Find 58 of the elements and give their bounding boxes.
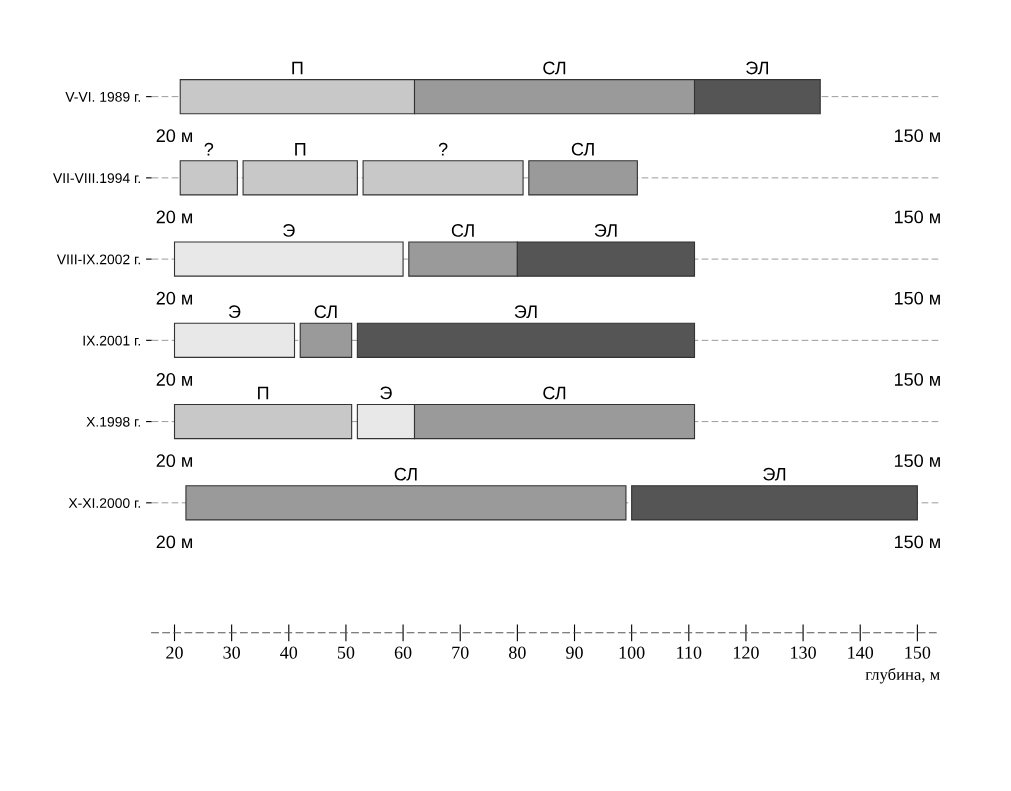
data-label: СЛ bbox=[451, 224, 474, 237]
data-label: П bbox=[295, 143, 306, 156]
x-tick-label: 140 bbox=[848, 646, 874, 659]
data-label: Э bbox=[283, 224, 295, 237]
annotation: 20 м bbox=[156, 535, 193, 549]
data-label: ЭЛ bbox=[594, 224, 617, 237]
annotation: 150 м bbox=[894, 535, 940, 549]
data-label: ЭЛ bbox=[746, 61, 769, 75]
x-tick-label: 130 bbox=[791, 646, 816, 659]
annotation: 20 м bbox=[156, 373, 193, 386]
x-tick-label: 20 bbox=[166, 646, 183, 659]
x-tick-label: 30 bbox=[223, 646, 240, 659]
data-label: СЛ bbox=[314, 305, 337, 319]
data-label: П bbox=[292, 61, 303, 75]
x-tick-label: 40 bbox=[280, 646, 298, 659]
data-label: П bbox=[258, 386, 269, 400]
y-tick-label: VII-VIII.1994 г. bbox=[53, 173, 140, 184]
annotation: 150 м bbox=[894, 291, 940, 305]
bar bbox=[173, 322, 296, 358]
bar bbox=[299, 322, 353, 358]
annotation: 150 м bbox=[894, 373, 940, 386]
bar bbox=[528, 160, 638, 196]
annotation: 20 м bbox=[156, 454, 193, 468]
data-label: СЛ bbox=[394, 467, 417, 481]
data-label: ЭЛ bbox=[514, 305, 537, 319]
y-tick-label: V-VI. 1989 г. bbox=[65, 91, 140, 102]
x-tick-label: 110 bbox=[677, 646, 702, 659]
bar bbox=[173, 241, 404, 277]
x-tick-label: 70 bbox=[452, 646, 469, 659]
annotation: 20 м bbox=[156, 129, 193, 143]
annotation: 20 м bbox=[156, 291, 193, 305]
x-tick-label: 120 bbox=[733, 646, 759, 659]
annotation: 150 м bbox=[894, 129, 940, 143]
data-label: СЛ bbox=[571, 142, 594, 156]
data-label: ? bbox=[204, 142, 214, 156]
data-label: ЭЛ bbox=[763, 467, 786, 481]
x-axis-title: глубина, м bbox=[865, 667, 940, 684]
x-tick-label: 50 bbox=[337, 646, 355, 659]
bar bbox=[356, 322, 696, 358]
y-tick-label: X.1998 г. bbox=[86, 416, 140, 427]
data-label: СЛ bbox=[543, 61, 566, 75]
x-tick-label: 150 bbox=[905, 646, 931, 659]
data-label: Э bbox=[228, 305, 241, 319]
data-label: Э bbox=[380, 386, 392, 400]
annotation: 20 м bbox=[156, 210, 193, 224]
data-label: ? bbox=[438, 142, 448, 156]
annotation: 150 м bbox=[894, 210, 940, 224]
y-tick-label: IX.2001 г. bbox=[83, 335, 140, 346]
y-tick-label: X-XI.2000 г. bbox=[68, 498, 140, 508]
x-tick-label: 60 bbox=[394, 646, 412, 659]
bar bbox=[173, 403, 353, 440]
data-label: СЛ bbox=[543, 386, 566, 400]
x-tick-label: 90 bbox=[566, 646, 583, 659]
annotation: 150 м bbox=[894, 454, 940, 468]
bar bbox=[179, 160, 238, 196]
y-tick-label: VIII-IX.2002 г. bbox=[56, 254, 140, 265]
x-tick-label: 80 bbox=[509, 646, 526, 659]
x-tick-label: 100 bbox=[619, 646, 645, 659]
